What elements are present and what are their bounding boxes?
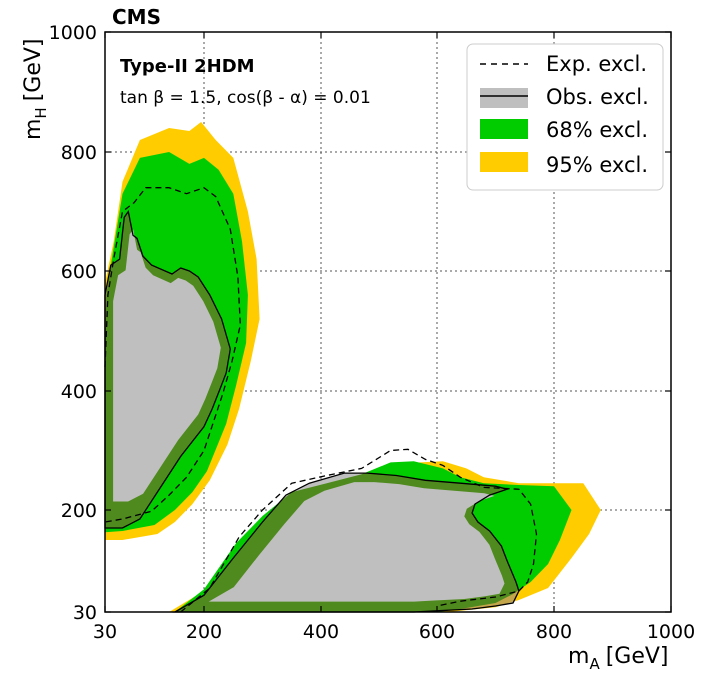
y-axis-sub: H [32, 107, 50, 118]
legend-item-exp: Exp. excl. [480, 52, 647, 76]
y-tick-label-5: 1000 [49, 22, 97, 44]
y-tick-label-1: 200 [61, 500, 97, 522]
legend-label-95: 95% excl. [546, 153, 648, 177]
y-tick-label-2: 400 [61, 381, 97, 403]
observed-core-upper_left [113, 229, 221, 502]
legend-label-68: 68% excl. [546, 118, 648, 142]
model-label: Type-II 2HDM [120, 56, 255, 77]
y-axis-title: mH [GeV] [21, 38, 50, 140]
y-tick-label-4: 800 [61, 142, 97, 164]
legend-item-95: 95% excl. [480, 152, 648, 177]
y-tick-label-0: 30 [73, 602, 97, 624]
observed-line-lower_right [172, 472, 520, 613]
x-axis-main: m [568, 644, 589, 669]
parameters-label: tan β = 1.5, cos(β - α) = 0.01 [120, 88, 371, 108]
x-tick-label-5: 1000 [647, 621, 695, 643]
legend-swatch-obs [480, 88, 528, 108]
legend-item-obs: Obs. excl. [480, 85, 649, 109]
plot-frame [104, 31, 672, 613]
observed-core-lower_right [208, 482, 505, 602]
experiment-label: CMS [112, 5, 161, 29]
axis-ticks: 30 200 400 600 800 1000 30 200 400 600 800 1000 [49, 22, 696, 643]
legend-label-exp: Exp. excl. [546, 52, 647, 76]
legend-swatch-68 [480, 119, 528, 139]
expected-line-upper_left [104, 186, 241, 523]
y-tick-label-3: 600 [61, 261, 97, 283]
x-tick-label-0: 30 [93, 621, 117, 643]
x-tick-label-3: 600 [419, 621, 455, 643]
x-tick-label-1: 200 [186, 621, 222, 643]
y-axis-unit: [GeV] [21, 38, 46, 101]
x-tick-label-2: 400 [303, 621, 339, 643]
x-axis-unit: [GeV] [606, 644, 669, 669]
legend: Exp. excl. Obs. excl. 68% excl. 95% excl… [466, 43, 664, 191]
x-axis-sub: A [589, 655, 600, 673]
legend-swatch-95 [480, 152, 528, 172]
exclusion-regions [104, 122, 601, 613]
y-axis-main: m [21, 119, 46, 140]
x-tick-label-4: 800 [536, 621, 572, 643]
x-axis-title: mA [GeV] [568, 644, 669, 673]
legend-item-68: 68% excl. [480, 118, 648, 142]
expected-line-lower_right [180, 448, 538, 613]
observed-line-upper_left [104, 209, 231, 529]
legend-label-obs: Obs. excl. [546, 85, 649, 109]
